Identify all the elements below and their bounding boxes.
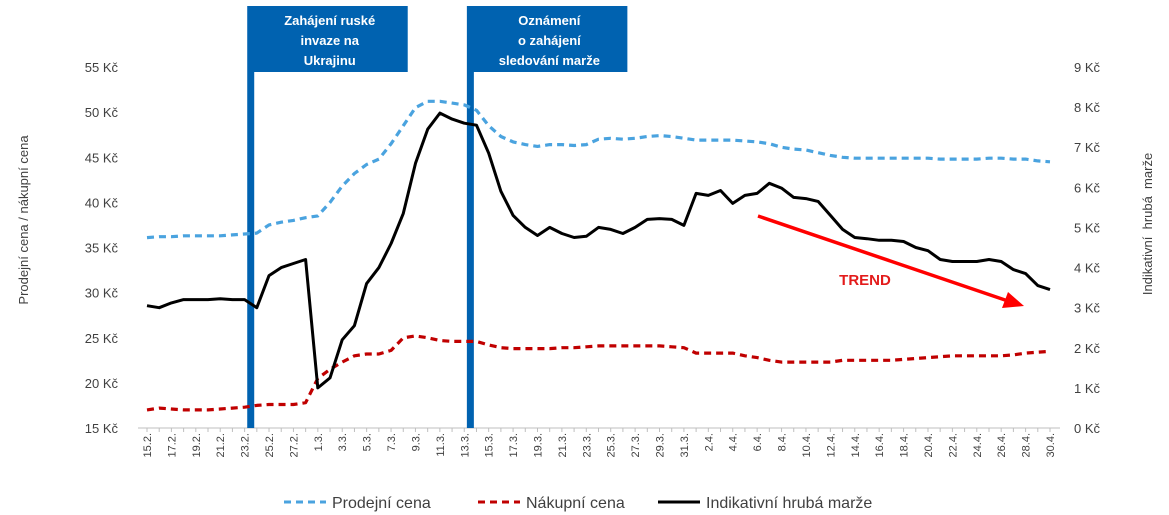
- x-tick-label: 31.3.: [679, 433, 691, 457]
- x-axis: 15.2. 17.2. 19.2. 21.2. 23.2. 25.2. 27.2. 1.3. 3…: [138, 427, 1060, 457]
- x-tick-label: 26.4.: [996, 433, 1008, 457]
- x-tick-label: 25.3.: [606, 433, 618, 457]
- legend-label: Indikativní hrubá marže: [706, 495, 872, 512]
- x-tick-label: 10.4.: [801, 433, 813, 457]
- series-line: [146, 111, 1051, 390]
- legend: Prodejní cena Nákupní cena Indikativní hru…: [284, 495, 872, 512]
- x-tick-label: 4.4.: [728, 433, 740, 451]
- right-tick-label: 1 Kč: [1074, 381, 1101, 396]
- trend-label: TREND: [839, 272, 891, 289]
- x-tick-label: 17.2.: [166, 433, 178, 457]
- series-layer: [146, 99, 1051, 412]
- x-tick-label: 19.2.: [191, 433, 203, 457]
- trend-arrow-line: [757, 214, 1009, 303]
- y-axis-right-title: Indikativní hrubá marže: [1140, 153, 1155, 295]
- right-tick-label: 4 Kč: [1074, 261, 1101, 276]
- right-tick-label: 8 Kč: [1074, 100, 1101, 115]
- left-tick-label: 30 Kč: [85, 286, 119, 301]
- x-tick-label: 21.2.: [215, 433, 227, 457]
- event-label-line: Ukrajinu: [304, 53, 356, 68]
- x-tick-label: 28.4.: [1021, 433, 1033, 457]
- y-axis-left-title: Prodejní cena / nákupní cena: [16, 135, 31, 305]
- left-tick-label: 25 Kč: [85, 331, 119, 346]
- left-tick-label: 35 Kč: [85, 241, 119, 256]
- event-label-line: Oznámení: [518, 13, 581, 28]
- x-tick-label: 27.3.: [630, 433, 642, 457]
- event-box: [467, 6, 628, 72]
- x-tick-label: 27.2.: [288, 433, 300, 457]
- right-tick-label: 2 Kč: [1074, 341, 1101, 356]
- right-tick-label: 6 Kč: [1074, 180, 1101, 195]
- x-tick-label: 3.3.: [337, 433, 349, 451]
- x-tick-label: 24.4.: [972, 433, 984, 457]
- event-label-line: Zahájení ruské: [284, 13, 375, 28]
- x-tick-label: 23.2.: [240, 433, 252, 457]
- legend-label: Nákupní cena: [526, 495, 625, 512]
- x-tick-label: 8.4.: [777, 433, 789, 451]
- x-tick-label: 18.4.: [899, 433, 911, 457]
- right-tick-label: 0 Kč: [1074, 421, 1101, 436]
- x-tick-label: 15.3.: [484, 433, 496, 457]
- right-tick-label: 5 Kč: [1074, 220, 1101, 235]
- x-tick-label: 6.4.: [752, 433, 764, 451]
- x-tick-label: 1.3.: [313, 433, 325, 451]
- x-tick-label: 15.2.: [142, 433, 154, 457]
- x-tick-label: 5.3.: [362, 433, 374, 451]
- event-markers: [247, 6, 474, 428]
- legend-label: Prodejní cena: [332, 495, 431, 512]
- right-tick-label: 7 Kč: [1074, 140, 1101, 155]
- x-tick-label: 30.4.: [1045, 433, 1057, 457]
- x-tick-label: 13.3.: [459, 433, 471, 457]
- event-box: [247, 6, 408, 72]
- x-tick-label: 23.3.: [581, 433, 593, 457]
- series-line: [146, 334, 1051, 412]
- right-tick-label: 3 Kč: [1074, 301, 1101, 316]
- x-tick-label: 21.3.: [557, 433, 569, 457]
- x-tick-label: 20.4.: [923, 433, 935, 457]
- series-line: [146, 99, 1051, 240]
- x-tick-label: 9.3.: [410, 433, 422, 451]
- left-tick-label: 55 Kč: [85, 60, 119, 75]
- left-tick-label: 20 Kč: [85, 376, 119, 391]
- left-tick-label: 40 Kč: [85, 195, 119, 210]
- left-tick-label: 15 Kč: [85, 421, 119, 436]
- x-tick-label: 29.3.: [655, 433, 667, 457]
- x-tick-label: 7.3.: [386, 433, 398, 451]
- event-label-line: o zahájení: [518, 33, 581, 48]
- trend-arrow-head: [1002, 292, 1024, 308]
- event-label-line: sledování marže: [499, 53, 600, 68]
- right-tick-label: 9 Kč: [1074, 60, 1101, 75]
- event-label-line: invaze na: [300, 33, 359, 48]
- x-tick-label: 11.3.: [435, 433, 447, 457]
- x-tick-label: 12.4.: [825, 433, 837, 457]
- trend-annotation: TREND: [757, 214, 1024, 308]
- left-axis-ticks: 15 Kč 20 Kč 25 Kč 30 Kč 35 Kč 40 Kč 45 Kč 50 Kč…: [85, 60, 119, 436]
- left-tick-label: 45 Kč: [85, 150, 119, 165]
- left-tick-label: 50 Kč: [85, 105, 119, 120]
- x-tick-label: 14.4.: [850, 433, 862, 457]
- right-axis-ticks: 0 Kč 1 Kč 2 Kč 3 Kč 4 Kč 5 Kč 6 Kč 7 Kč 8 Kč 9 Kč: [1074, 60, 1101, 436]
- x-tick-label: 25.2.: [264, 433, 276, 457]
- event-labels: Zahájení ruské invaze na Ukrajinu Oznámení o…: [247, 6, 628, 72]
- x-tick-label: 22.4.: [947, 433, 959, 457]
- x-tick-label: 16.4.: [874, 433, 886, 457]
- x-tick-label: 19.3.: [532, 433, 544, 457]
- x-tick-label: 2.4.: [703, 433, 715, 451]
- x-tick-label: 17.3.: [508, 433, 520, 457]
